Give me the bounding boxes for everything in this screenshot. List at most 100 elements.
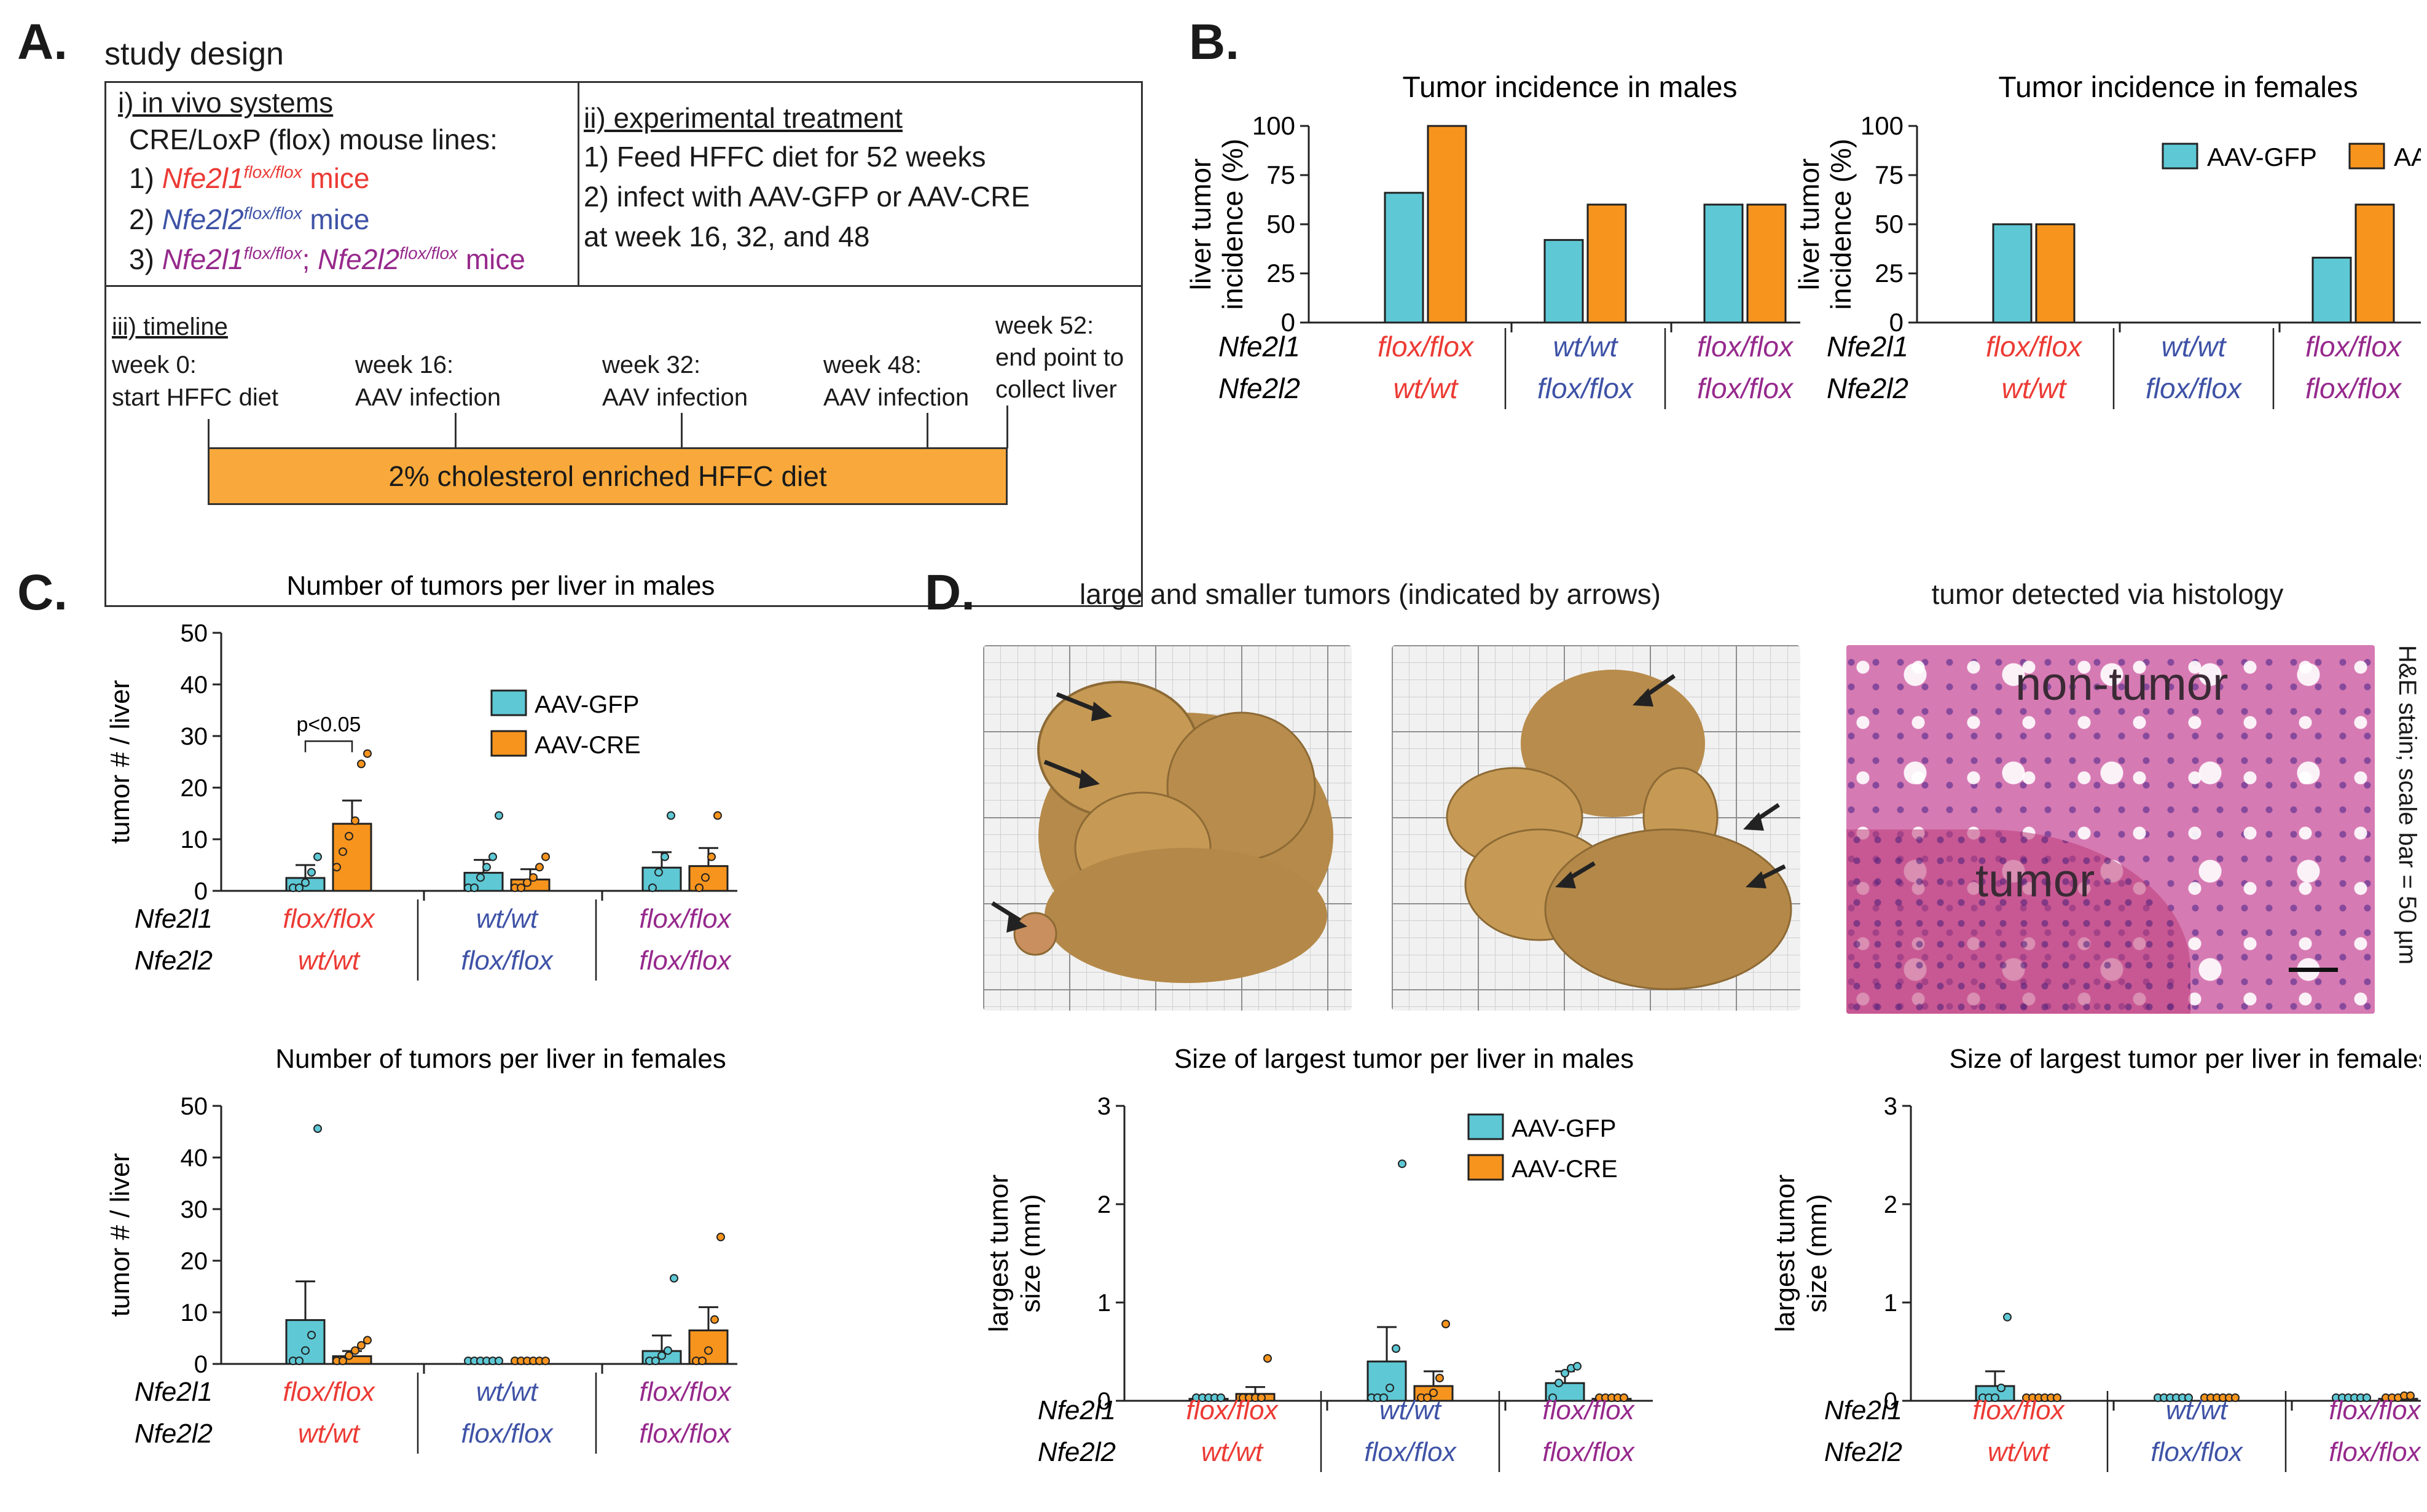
chart-title: Tumor incidence in females <box>1998 71 2358 104</box>
timeline-heading: iii) timeline <box>112 313 228 340</box>
genotype-2-nfe2l1: wt/wt <box>476 904 539 934</box>
data-point <box>357 1341 366 1350</box>
gene-label-nfe2l1: Nfe2l1 <box>1827 331 1908 362</box>
p-value-label: p<0.05 <box>297 713 361 736</box>
genotype-3-nfe2l1: flox/flox <box>639 1377 732 1407</box>
gene-label-nfe2l1: Nfe2l1 <box>1218 331 1300 362</box>
study-design-hdivider <box>104 285 1143 287</box>
genotype-2-nfe2l1: wt/wt <box>1553 331 1619 362</box>
timeline-week16-a: week 16: <box>355 351 454 378</box>
gene-label-nfe2l2: Nfe2l2 <box>1827 372 1908 404</box>
data-point <box>1263 1354 1272 1363</box>
legend-cre-swatch <box>490 730 527 757</box>
data-point <box>495 811 503 820</box>
y-tick-label: 10 <box>181 1299 208 1326</box>
bar-aav-gfp-group2 <box>1366 1360 1407 1402</box>
treatment-heading: ii) experimental treatment <box>584 102 903 134</box>
genotype-3-nfe2l2: flox/flox <box>2305 372 2402 404</box>
data-point <box>301 1346 310 1355</box>
y-tick-label: 40 <box>181 672 208 699</box>
genotype-1-nfe2l2: wt/wt <box>1988 1437 2050 1467</box>
data-point <box>541 1357 550 1365</box>
panel-c-label: C. <box>17 565 68 621</box>
y-tick-label: 100 <box>1860 111 1904 140</box>
data-point <box>345 1351 353 1360</box>
data-point <box>1435 1374 1444 1382</box>
y-tick-label: 50 <box>1266 210 1295 238</box>
data-point <box>2053 1393 2061 1402</box>
y-tick-label: 25 <box>1266 259 1295 288</box>
genotype-2-nfe2l1: wt/wt <box>476 1377 539 1407</box>
data-point <box>1997 1384 2006 1392</box>
gene-label-nfe2l1: Nfe2l1 <box>1824 1395 1902 1425</box>
y-tick-label: 50 <box>1875 210 1904 238</box>
data-point <box>1555 1379 1563 1387</box>
study-design-box <box>104 81 1143 607</box>
treatment-line-2: 2) infect with AAV-GFP or AAV-CRE <box>584 181 1030 213</box>
data-point <box>2362 1393 2371 1402</box>
data-point <box>1398 1159 1406 1169</box>
gene-label-nfe2l2: Nfe2l2 <box>1824 1437 1902 1467</box>
data-point <box>301 878 310 887</box>
data-point <box>657 1351 666 1360</box>
treatment-line-1: 1) Feed HFFC diet for 52 weeks <box>584 141 986 173</box>
legend-cre-label: AAV-CRE <box>535 732 641 759</box>
gene-label-nfe2l1: Nfe2l1 <box>1038 1395 1116 1425</box>
y-tick-label: 20 <box>181 1248 208 1275</box>
data-point <box>670 1274 678 1283</box>
bar-aav-cre-group3 <box>1746 203 1787 324</box>
photos-title: large and smaller tumors (indicated by a… <box>1080 578 1661 610</box>
chart-title: Number of tumors per liver in females <box>275 1044 726 1074</box>
bar-aav-gfp-group2 <box>1543 239 1584 324</box>
chart-c-males: Number of tumors per liver in males tumor… <box>105 571 737 981</box>
data-point <box>535 863 544 872</box>
timeline-week32-a: week 32: <box>602 351 701 378</box>
data-point <box>357 759 366 769</box>
y-tick-label: 1 <box>1884 1290 1897 1317</box>
genotype-2-nfe2l1: wt/wt <box>2166 1395 2229 1425</box>
genotype-2-nfe2l2: flox/flox <box>461 946 554 976</box>
y-tick-label: 0 <box>1097 1388 1111 1415</box>
chart-title: Number of tumors per liver in males <box>287 571 715 601</box>
y-axis-label: largest tumor <box>984 1175 1014 1333</box>
gene-label-nfe2l1: Nfe2l1 <box>135 1377 213 1407</box>
data-point <box>1991 1393 1999 1402</box>
genotype-3-nfe2l1: flox/flox <box>639 904 732 934</box>
data-point <box>1257 1393 1266 1402</box>
legend-cre-swatch <box>2348 143 2385 170</box>
data-point <box>476 873 485 882</box>
genotype-3-nfe2l1: flox/flox <box>2329 1395 2421 1425</box>
genotype-1-nfe2l2: wt/wt <box>298 946 361 976</box>
data-point <box>2406 1391 2415 1400</box>
genotype-3-nfe2l1: flox/flox <box>1542 1395 1635 1425</box>
tick-week48 <box>927 413 928 449</box>
cre-loxp-line: CRE/LoxP (flox) mouse lines: <box>129 123 498 155</box>
genotype-2-nfe2l2: flox/flox <box>2151 1437 2243 1467</box>
data-point <box>661 852 669 861</box>
timeline-week48-a: week 48: <box>823 351 922 378</box>
data-point <box>1561 1369 1569 1377</box>
bar-aav-gfp-group1 <box>1384 192 1424 324</box>
genotype-1-nfe2l1: flox/flox <box>283 904 375 934</box>
timeline-week52-a: week 52: <box>995 312 1094 339</box>
significance-bracket <box>304 740 353 753</box>
genotype-1-nfe2l2: wt/wt <box>2002 372 2068 404</box>
y-axis-label: incidence (%) <box>1217 139 1249 310</box>
data-point <box>1441 1320 1450 1328</box>
chart-title: Size of largest tumor per liver in males <box>1174 1044 1634 1074</box>
panel-b-label: B. <box>1189 14 1239 70</box>
y-tick-label: 40 <box>181 1145 208 1172</box>
data-point <box>363 1336 372 1345</box>
genotype-2-nfe2l2: flox/flox <box>461 1419 554 1449</box>
data-point <box>495 1357 503 1365</box>
data-point <box>482 863 491 872</box>
gene-label-nfe2l2: Nfe2l2 <box>135 946 213 976</box>
data-point <box>470 883 479 892</box>
y-tick-label: 2 <box>1884 1191 1897 1218</box>
genotype-1-nfe2l1: flox/flox <box>1986 331 2083 362</box>
data-point <box>541 852 550 861</box>
genotype-1-nfe2l2: wt/wt <box>1394 372 1459 404</box>
data-point <box>295 883 304 892</box>
data-point <box>332 863 341 872</box>
treatment-line-3: at week 16, 32, and 48 <box>584 221 870 253</box>
